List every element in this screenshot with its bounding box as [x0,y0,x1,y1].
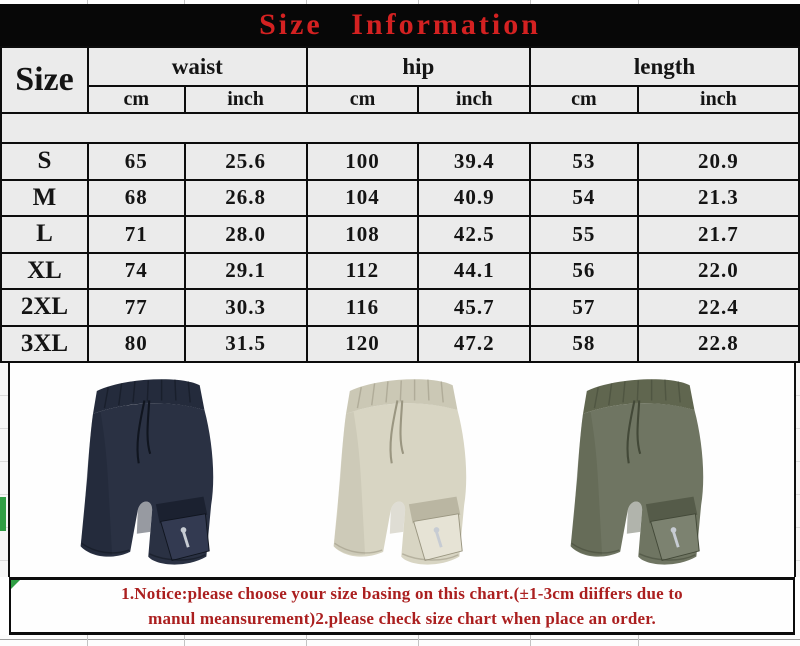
gridline-tick [306,635,308,646]
value-cell: 40.9 [417,178,532,217]
group-header-waist: waist [86,46,308,87]
size-cell: L [0,215,89,254]
unit-header-hip-cm: cm [305,85,420,114]
blank-spacer-row [0,112,800,144]
table-row: S 65 25.6 100 39.4 53 20.9 [0,142,800,181]
value-cell: 22.8 [636,324,800,363]
unit-header-length-inch: inch [636,85,800,114]
gridline [0,639,800,640]
value-cell: 53 [529,142,639,181]
gridline-tick [418,0,420,4]
left-gridline-gutter [0,363,10,577]
notice-text-line-1: 1.Notice:please choose your size basing … [121,583,683,603]
value-cell: 77 [86,288,186,327]
value-cell: 21.7 [636,215,800,254]
table-corner-size-label: Size [0,46,89,114]
value-cell: 22.0 [636,251,800,290]
value-cell: 25.6 [183,142,308,181]
size-cell: S [0,142,89,181]
table-row: XL 74 29.1 112 44.1 56 22.0 [0,251,800,290]
value-cell: 71 [86,215,186,254]
value-cell: 47.2 [417,324,532,363]
gridline-tick [418,635,420,646]
value-cell: 58 [529,324,639,363]
gridline-tick [638,635,640,646]
value-cell: 68 [86,178,186,217]
gridline-tick [87,635,89,646]
value-cell: 55 [529,215,639,254]
value-cell: 116 [305,288,420,327]
gridline-tick [87,0,89,4]
value-cell: 100 [305,142,420,181]
page-title: Size Information [259,8,541,41]
value-cell: 57 [529,288,639,327]
title-banner: Size Information [0,4,800,46]
value-cell: 45.7 [417,288,532,327]
value-cell: 30.3 [183,288,308,327]
value-cell: 20.9 [636,142,800,181]
navy-blue-cargo-shorts-photo [51,370,236,570]
gridline-tick [530,0,532,4]
notice-text-line-2: manul meansurement)2.please check size c… [148,608,656,628]
green-corner-marker [11,580,20,589]
notice-box: 1.Notice:please choose your size basing … [9,577,795,635]
beige-cargo-shorts-photo [304,370,489,570]
gridline-tick [306,0,308,4]
size-cell: 3XL [0,324,89,363]
value-cell: 65 [86,142,186,181]
unit-header-length-cm: cm [529,85,639,114]
value-cell: 26.8 [183,178,308,217]
unit-header-waist-inch: inch [183,85,308,114]
gridline-tick [184,0,185,4]
size-cell: 2XL [0,288,89,327]
size-cell: XL [0,251,89,290]
value-cell: 31.5 [183,324,308,363]
value-cell: 112 [305,251,420,290]
value-cell: 108 [305,215,420,254]
value-cell: 21.3 [636,178,800,217]
spreadsheet-gridline-strip-bottom [0,635,800,646]
right-gridline-gutter [794,363,800,577]
table-row: M 68 26.8 104 40.9 54 21.3 [0,178,800,217]
product-photo-band [0,363,800,577]
value-cell: 29.1 [183,251,308,290]
value-cell: 54 [529,178,639,217]
unit-header-waist-cm: cm [86,85,186,114]
size-table: Size waist hip length cm inch cm inch cm… [0,46,800,363]
gridline-tick [184,635,185,646]
spreadsheet-gridline-strip-top [0,0,800,4]
gridline-tick [638,0,640,4]
green-selection-marker [0,497,6,531]
gridline-tick [530,635,532,646]
group-header-hip: hip [305,46,532,87]
value-cell: 80 [86,324,186,363]
value-cell: 39.4 [417,142,532,181]
group-header-length: length [529,46,800,87]
value-cell: 104 [305,178,420,217]
value-cell: 120 [305,324,420,363]
value-cell: 74 [86,251,186,290]
unit-header-hip-inch: inch [417,85,532,114]
table-row: 3XL 80 31.5 120 47.2 58 22.8 [0,324,800,363]
value-cell: 44.1 [417,251,532,290]
table-row: 2XL 77 30.3 116 45.7 57 22.4 [0,288,800,327]
table-row: L 71 28.0 108 42.5 55 21.7 [0,215,800,254]
value-cell: 42.5 [417,215,532,254]
value-cell: 56 [529,251,639,290]
value-cell: 28.0 [183,215,308,254]
value-cell: 22.4 [636,288,800,327]
size-cell: M [0,178,89,217]
army-green-cargo-shorts-photo [541,370,726,570]
